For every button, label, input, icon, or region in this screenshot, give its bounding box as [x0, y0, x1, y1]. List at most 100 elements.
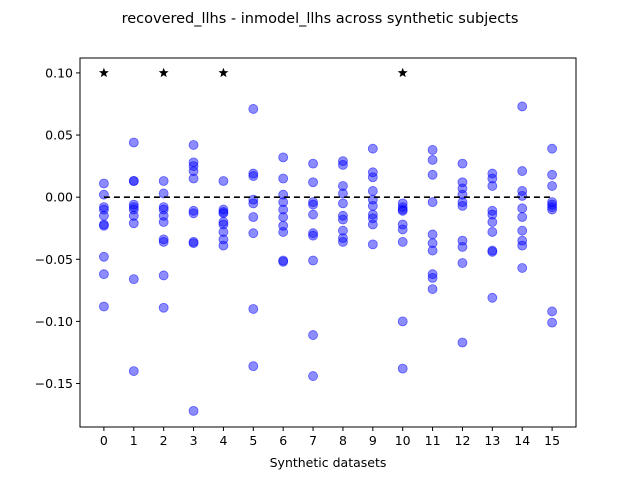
- data-point: [487, 205, 498, 216]
- x-tick-label: 7: [309, 433, 317, 448]
- data-point: [427, 145, 438, 155]
- data-point: [308, 177, 318, 188]
- data-point: [427, 269, 438, 280]
- data-point: [99, 220, 109, 231]
- x-tick-label: 1: [130, 433, 138, 448]
- data-point: [99, 178, 109, 189]
- star-markers: [98, 67, 408, 78]
- x-tick-label: 11: [425, 433, 441, 448]
- data-point: [278, 212, 289, 222]
- data-point: [278, 204, 289, 215]
- data-point: [338, 214, 348, 225]
- plot-area-frame: [79, 57, 577, 428]
- data-point: [218, 204, 229, 215]
- data-point: [367, 186, 378, 196]
- data-point: [517, 235, 528, 246]
- data-point: [517, 263, 528, 273]
- data-point: [367, 172, 378, 183]
- data-point: [188, 205, 199, 216]
- data-point: [308, 199, 318, 210]
- data-point: [218, 217, 229, 227]
- data-point: [517, 212, 528, 222]
- data-point: [487, 246, 498, 257]
- data-point: [248, 212, 259, 222]
- data-point: [547, 143, 557, 154]
- data-point: [487, 217, 498, 227]
- data-point: [397, 202, 408, 212]
- data-point: [487, 181, 498, 191]
- y-tick-label: −0.15: [35, 376, 73, 391]
- data-point: [158, 188, 169, 199]
- star-marker: [397, 67, 408, 78]
- y-tick-label: 0.00: [45, 190, 73, 205]
- data-point: [427, 197, 438, 208]
- x-axis-ticks: 0 1 2 3 4 5 6 7 8 9 10 11 12 13 14 15: [100, 427, 560, 448]
- data-point: [158, 302, 169, 313]
- data-point: [338, 181, 348, 191]
- data-point: [487, 168, 498, 179]
- data-point: [338, 198, 348, 209]
- data-point: [517, 240, 528, 251]
- data-point: [547, 169, 557, 180]
- data-point: [308, 197, 318, 208]
- data-point: [99, 269, 109, 280]
- data-point: [158, 236, 169, 247]
- data-point: [248, 304, 259, 314]
- data-point: [188, 161, 199, 171]
- data-point: [367, 239, 378, 250]
- data-point: [128, 199, 139, 210]
- data-point: [547, 306, 557, 317]
- data-point: [397, 205, 408, 216]
- data-point: [427, 284, 438, 294]
- star-marker: [158, 67, 169, 78]
- data-point: [487, 209, 498, 220]
- data-point: [278, 152, 289, 163]
- data-point: [188, 238, 199, 249]
- y-axis-ticks: 0.10 0.05 0.00 −0.05 −0.10 −0.15: [35, 65, 80, 391]
- data-point: [308, 255, 318, 266]
- data-point: [338, 210, 348, 221]
- data-point: [517, 225, 528, 236]
- x-tick-label: 2: [160, 433, 168, 448]
- data-point: [218, 219, 229, 230]
- x-tick-label: 13: [484, 433, 500, 448]
- data-point: [188, 208, 199, 219]
- x-tick-label: 8: [339, 433, 347, 448]
- data-point: [158, 270, 169, 281]
- data-point: [338, 188, 348, 199]
- data-point: [308, 230, 318, 241]
- data-point: [188, 140, 199, 150]
- data-point: [248, 168, 259, 179]
- data-point: [547, 197, 557, 208]
- data-point: [218, 227, 229, 237]
- data-point: [278, 197, 289, 208]
- data-point: [397, 219, 408, 230]
- data-point: [128, 137, 139, 148]
- data-point: [517, 203, 528, 214]
- data-point: [457, 158, 468, 169]
- star-marker: [218, 67, 229, 78]
- data-point: [367, 167, 378, 178]
- data-point: [427, 238, 438, 249]
- data-point: [308, 371, 318, 381]
- data-point: [338, 156, 348, 167]
- x-tick-label: 4: [219, 433, 227, 448]
- data-point: [128, 274, 139, 285]
- x-tick-label: 6: [279, 433, 287, 448]
- x-tick-label: 12: [455, 433, 471, 448]
- data-point: [487, 227, 498, 237]
- data-point: [517, 101, 528, 112]
- x-tick-label: 14: [514, 433, 530, 448]
- data-point: [188, 173, 199, 184]
- data-point: [308, 158, 318, 169]
- data-points: [99, 101, 557, 416]
- data-point: [397, 316, 408, 327]
- data-point: [99, 301, 109, 312]
- x-tick-label: 15: [544, 433, 560, 448]
- data-point: [248, 198, 259, 209]
- data-point: [158, 234, 169, 245]
- y-tick-label: −0.05: [35, 252, 73, 267]
- data-point: [248, 361, 259, 372]
